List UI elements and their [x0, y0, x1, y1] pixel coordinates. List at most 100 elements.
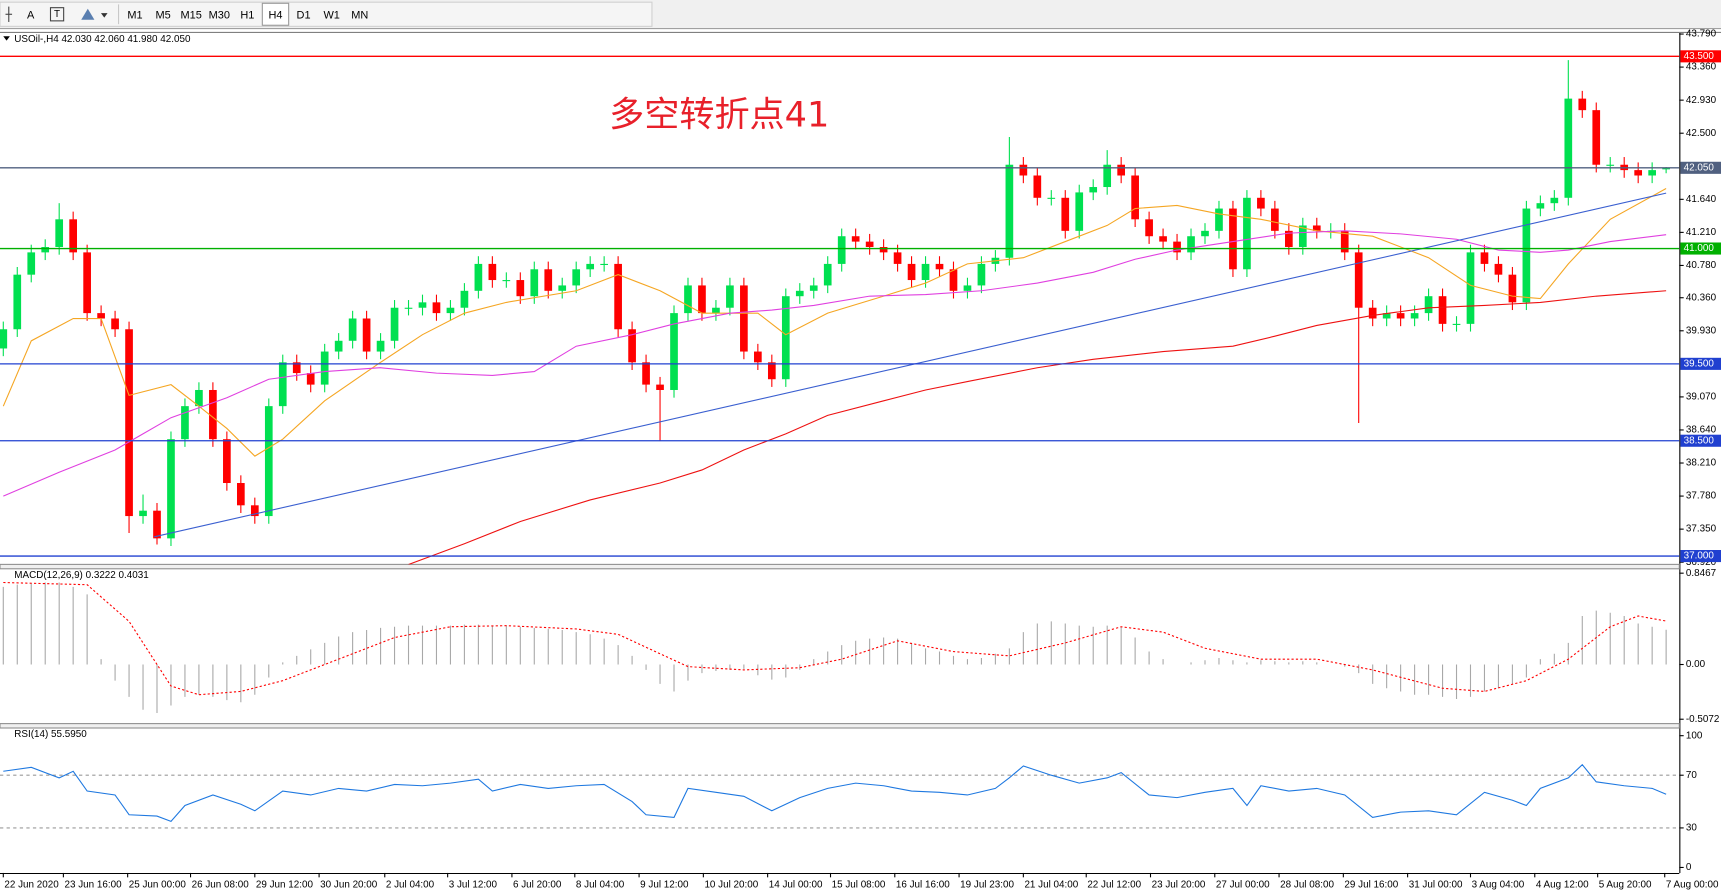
candle-body — [27, 252, 36, 275]
candle-body — [1536, 203, 1545, 209]
cursor-tool[interactable] — [5, 6, 13, 22]
candle-body — [586, 263, 595, 270]
candle-body — [795, 290, 804, 297]
x-tick-label: 16 Jul 16:00 — [896, 880, 950, 891]
x-tick-label: 22 Jul 12:00 — [1087, 880, 1141, 891]
candle-body — [754, 351, 762, 363]
candle-body — [1187, 236, 1195, 253]
level-tag — [1680, 50, 1721, 63]
candle-body — [1340, 230, 1349, 253]
y-tick-label: 39.070 — [1686, 392, 1717, 403]
candle-body — [334, 340, 343, 352]
candle-body — [670, 313, 678, 390]
moving-average — [2, 188, 1667, 457]
svg-text:T: T — [54, 9, 60, 20]
x-tick-label: 2 Jul 04:00 — [386, 880, 435, 891]
candle-body — [264, 406, 273, 517]
candle-body — [809, 285, 818, 291]
chart-menu-arrow[interactable] — [3, 36, 10, 41]
y-tick-label: 41.210 — [1686, 227, 1717, 238]
candle-body — [292, 362, 301, 374]
candle-body — [1257, 197, 1265, 209]
candle-body — [558, 285, 567, 291]
candle-body — [209, 389, 217, 440]
candle-body — [1494, 263, 1503, 275]
candle-body — [418, 302, 427, 308]
candle-body — [1215, 208, 1223, 231]
candle-body — [1145, 219, 1153, 237]
shapes-tool[interactable] — [81, 8, 108, 20]
timeframe-button[interactable]: MN — [351, 9, 368, 21]
label-tool[interactable]: T — [49, 7, 65, 22]
candle-body — [13, 274, 22, 330]
timeframe-button[interactable]: H1 — [240, 9, 254, 21]
x-tick-label: 25 Jun 00:00 — [129, 880, 187, 891]
y-tick-label: 30 — [1686, 823, 1697, 834]
level-tag-label: 38.500 — [1684, 435, 1715, 446]
panel-separator — [0, 723, 1680, 729]
candle-body — [1354, 252, 1363, 308]
candle-body — [865, 241, 874, 247]
y-tick-label: 43.790 — [1686, 29, 1717, 40]
rsi-line — [3, 763, 1667, 822]
candle-body — [949, 269, 958, 291]
y-tick-label: 0.00 — [1686, 659, 1706, 670]
candle-body — [600, 263, 608, 266]
active-timeframe-bg — [261, 2, 290, 26]
x-tick-label: 3 Jul 12:00 — [449, 880, 498, 891]
candle-body — [1271, 208, 1279, 231]
x-tick-label: 14 Jul 00:00 — [769, 880, 823, 891]
candle-body — [348, 318, 357, 341]
candle-body — [41, 246, 50, 253]
candle-body — [362, 318, 371, 352]
candle-body — [1103, 164, 1112, 188]
y-tick-label: 37.780 — [1686, 491, 1717, 502]
timeframe-button[interactable]: M15 — [181, 9, 202, 21]
candle-body — [1243, 197, 1251, 270]
candle-body — [1410, 313, 1419, 319]
timeframe-button[interactable]: H4 — [268, 9, 282, 21]
level-tag-label: 39.500 — [1684, 358, 1715, 369]
candle-body — [432, 302, 441, 314]
panel-title: USOil-,H4 42.030 42.060 41.980 42.050 — [14, 34, 191, 45]
level-tag — [1680, 550, 1721, 563]
panel — [0, 763, 1680, 829]
candle-body — [139, 510, 147, 517]
level-tag-label: 41.000 — [1684, 243, 1715, 254]
candle-body — [153, 510, 161, 539]
candle-body — [1368, 307, 1377, 319]
timeframe-button[interactable]: M5 — [155, 9, 170, 21]
candle-body — [1592, 110, 1601, 165]
x-tick-label: 26 Jun 08:00 — [192, 880, 250, 891]
candle-body — [111, 318, 119, 330]
timeframe-button[interactable]: M30 — [209, 9, 230, 21]
level-tag-label: 43.500 — [1684, 51, 1715, 62]
candle-body — [1131, 175, 1139, 220]
x-tick-label: 10 Jul 20:00 — [704, 880, 758, 891]
y-tick-label: 100 — [1686, 730, 1703, 741]
candle-body — [306, 373, 315, 385]
candle-body — [1173, 241, 1181, 253]
candle-body — [1033, 175, 1042, 198]
candle-body — [1564, 98, 1573, 198]
level-tag-label: 42.050 — [1684, 162, 1715, 173]
timeframe-button[interactable]: W1 — [323, 9, 339, 21]
candle-body — [1634, 170, 1643, 176]
x-tick-label: 28 Jul 08:00 — [1280, 880, 1334, 891]
candle-body — [1019, 164, 1028, 176]
trendline — [154, 192, 1667, 538]
timeframe-button[interactable]: M1 — [127, 9, 142, 21]
candle-body — [1522, 208, 1531, 303]
y-tick-label: 40.360 — [1686, 292, 1717, 303]
timeframe-button[interactable]: D1 — [297, 9, 311, 21]
candle-body — [893, 252, 902, 264]
level-tag — [1680, 161, 1721, 174]
candle-body — [167, 439, 175, 539]
x-tick-label: 22 Jun 2020 — [4, 880, 59, 891]
candle-body — [1508, 274, 1517, 303]
candle-body — [1648, 170, 1656, 176]
toolbar: A T M1 M5 M15 M30 H1 H4 D1 W1 MN — [0, 0, 1721, 30]
text-tool[interactable]: A — [27, 9, 35, 21]
x-tick-label: 19 Jul 23:00 — [960, 880, 1014, 891]
